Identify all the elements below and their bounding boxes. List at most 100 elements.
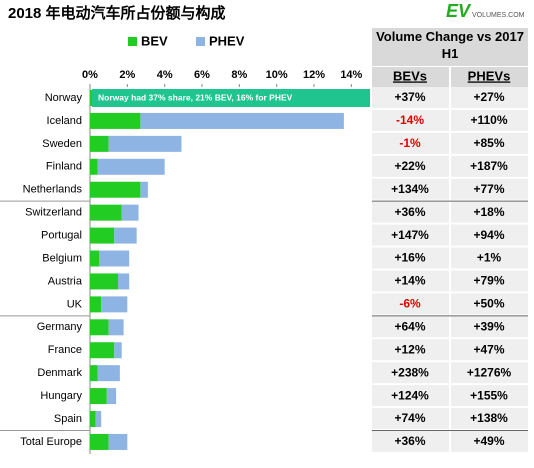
table-cell: +147%: [391, 228, 429, 242]
table-cell: +12%: [394, 342, 425, 356]
bar-segment: [114, 342, 122, 359]
category-label: Sweden: [42, 138, 82, 150]
table-cell: +85%: [473, 136, 504, 150]
table-cell-bg: [372, 224, 449, 246]
table-cell-bg: [451, 247, 528, 269]
table-cell-bg: [451, 316, 528, 338]
table-cell-bg: [451, 201, 528, 223]
category-label: Belgium: [42, 252, 82, 264]
table-cell-bg: [451, 270, 528, 292]
table-cell-bg: [372, 247, 449, 269]
bar-segment: [90, 319, 109, 336]
table-cell: +79%: [473, 274, 504, 288]
table-cell: +155%: [470, 388, 508, 402]
legend-swatch: [128, 37, 137, 46]
chart-title: 2018 年电动汽车所占份额与构成: [8, 4, 226, 22]
category-label: Total Europe: [20, 436, 82, 448]
table-cell-bg: [451, 408, 528, 430]
x-tick-label: 6%: [194, 69, 210, 81]
column-header: PHEVs: [468, 68, 511, 83]
bar-segment: [108, 135, 182, 152]
bar-segment: [90, 273, 118, 290]
bar-segment: [121, 204, 139, 221]
table-cell-bg: [451, 109, 528, 131]
table-cell: +74%: [394, 411, 425, 425]
table-cell: +187%: [470, 159, 508, 173]
category-label: Austria: [48, 275, 83, 287]
x-tick-label: 4%: [157, 69, 173, 81]
bar-segment: [114, 227, 137, 244]
table-cell: +22%: [394, 159, 425, 173]
table-header-bg: [372, 28, 528, 66]
table-cell: -14%: [396, 113, 424, 127]
table-cell-bg: [451, 362, 528, 384]
category-label: Switzerland: [25, 207, 82, 219]
table-cell-bg: [372, 339, 449, 361]
table-cell-bg: [372, 430, 449, 452]
legend-label: BEV: [141, 33, 168, 48]
bar-segment: [106, 388, 117, 405]
table-cell-bg: [372, 293, 449, 315]
bar-segment: [97, 158, 165, 175]
table-cell: +18%: [473, 205, 504, 219]
table-cell-bg: [451, 293, 528, 315]
category-label: Spain: [54, 413, 82, 425]
table-cell-bg: [372, 109, 449, 131]
logo-text: VOLUMES.COM: [472, 12, 525, 19]
bar-segment: [90, 365, 98, 382]
table-cell: +134%: [391, 182, 429, 196]
table-cell-bg: [451, 385, 528, 407]
x-tick-label: 14%: [340, 69, 362, 81]
bar-segment: [90, 296, 102, 313]
table-header: Volume Change vs 2017 H1: [376, 29, 524, 61]
bar-segment: [90, 388, 107, 405]
category-label: France: [48, 344, 82, 356]
table-cell-bg: [372, 408, 449, 430]
table-cell: +37%: [394, 90, 425, 104]
table-cell: +110%: [470, 113, 507, 127]
table-cell: +39%: [473, 319, 504, 333]
table-cell: +36%: [394, 434, 425, 448]
bar-segment: [108, 433, 128, 450]
x-tick-label: 0%: [82, 69, 98, 81]
bar-segment: [90, 411, 96, 428]
table-cell: -6%: [399, 297, 421, 311]
bar-segment: [90, 433, 109, 450]
table-cell: +238%: [391, 365, 429, 379]
table-cell-bg: [372, 385, 449, 407]
table-cell-bg: [372, 270, 449, 292]
x-tick-label: 2%: [119, 69, 135, 81]
annotation: Norway had 37% share, 21% BEV, 16% for P…: [98, 92, 293, 102]
table-cell-bg: [451, 430, 528, 452]
column-header-bg: [372, 67, 449, 87]
x-tick-label: 10%: [266, 69, 288, 81]
category-label: Norway: [45, 92, 83, 104]
legend-swatch: [196, 37, 205, 46]
bar-segment: [90, 158, 98, 175]
table-cell-bg: [451, 339, 528, 361]
table-cell: +94%: [473, 228, 504, 242]
table-cell: +27%: [473, 90, 504, 104]
table-cell: +124%: [391, 388, 429, 402]
category-label: Netherlands: [23, 184, 83, 196]
table-cell-bg: [372, 362, 449, 384]
table-cell-bg: [372, 178, 449, 200]
bar-segment: [140, 181, 148, 198]
bar-segment: [118, 273, 130, 290]
table-cell: +1%: [477, 251, 502, 265]
table-cell-bg: [451, 87, 528, 108]
table-cell-bg: [451, 155, 528, 177]
table-cell: +138%: [470, 411, 508, 425]
table-cell: +36%: [394, 205, 425, 219]
table-cell-bg: [451, 132, 528, 154]
x-tick-label: 8%: [231, 69, 247, 81]
logo-mark: EV: [446, 1, 472, 21]
bar-segment: [90, 250, 100, 267]
category-label: UK: [67, 298, 83, 310]
table-cell-bg: [372, 201, 449, 223]
bar-segment: [108, 319, 124, 336]
table-cell: +16%: [394, 251, 425, 265]
column-header-bg: [451, 67, 528, 87]
